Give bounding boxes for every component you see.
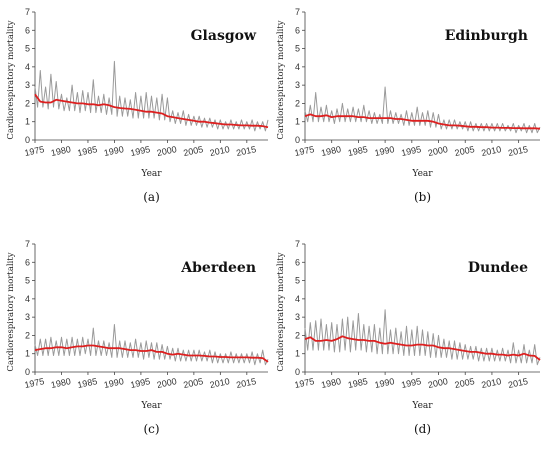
chart-title: Aberdeen bbox=[180, 260, 256, 276]
x-tick-label: 1985 bbox=[347, 144, 369, 158]
series-line-monthly bbox=[304, 86, 541, 134]
x-tick-label: 2010 bbox=[209, 144, 231, 158]
x-tick-label: 1990 bbox=[374, 144, 396, 158]
y-tick-label: 2 bbox=[295, 330, 300, 340]
x-tick-label: 1975 bbox=[24, 144, 46, 158]
y-tick-label: 0 bbox=[25, 135, 30, 145]
series-line-smoothed bbox=[304, 335, 541, 361]
y-tick-label: 7 bbox=[25, 7, 30, 17]
y-tick-label: 3 bbox=[25, 312, 30, 322]
x-tick-label: 1995 bbox=[400, 376, 422, 390]
chart-title: Dundee bbox=[468, 260, 528, 276]
y-tick-label: 6 bbox=[25, 257, 30, 267]
x-tick-label: 2015 bbox=[235, 144, 257, 158]
y-axis-label: Cardiorespiratory mortality bbox=[6, 252, 16, 371]
y-tick-label: 1 bbox=[295, 117, 300, 127]
x-tick-label: 1980 bbox=[50, 376, 72, 390]
chart-title: Glasgow bbox=[191, 28, 257, 44]
panel-label: (c) bbox=[143, 422, 159, 436]
x-tick-label: 1975 bbox=[294, 144, 316, 158]
chart-panel-3: 0 1 2 3 4 5 6 7 1975 1980 1985 1990 1995 2000 2005 2010… bbox=[6, 239, 269, 436]
y-tick-label: 6 bbox=[25, 25, 30, 35]
panel-label: (d) bbox=[414, 422, 431, 436]
y-tick-label: 6 bbox=[295, 25, 300, 35]
x-tick-label: 2000 bbox=[427, 144, 449, 158]
series-line-smoothed bbox=[34, 344, 269, 363]
y-tick-label: 5 bbox=[25, 276, 30, 286]
x-tick-label: 1975 bbox=[24, 376, 46, 390]
x-tick-label: 2005 bbox=[182, 376, 204, 390]
y-tick-label: 3 bbox=[25, 80, 30, 90]
y-tick-label: 5 bbox=[25, 44, 30, 54]
x-tick-label: 1995 bbox=[129, 376, 151, 390]
x-tick-label: 1990 bbox=[103, 376, 125, 390]
y-tick-label: 6 bbox=[295, 257, 300, 267]
y-axis-label: Cardiorespiratory mortality bbox=[6, 20, 16, 139]
chart-title: Edinburgh bbox=[445, 28, 528, 44]
x-tick-label: 2005 bbox=[454, 376, 476, 390]
x-tick-label: 2010 bbox=[480, 376, 502, 390]
x-tick-label: 2000 bbox=[156, 144, 178, 158]
chart-panel-2: 0 1 2 3 4 5 6 7 1975 1980 1985 1990 1995 2000 2005 2010… bbox=[276, 7, 541, 204]
series-line-monthly bbox=[34, 60, 269, 132]
x-axis-label: Year bbox=[140, 169, 162, 179]
x-tick-label: 2015 bbox=[235, 376, 257, 390]
x-tick-label: 1980 bbox=[50, 144, 72, 158]
y-tick-label: 7 bbox=[25, 239, 30, 249]
y-tick-label: 2 bbox=[25, 330, 30, 340]
y-tick-label: 4 bbox=[25, 294, 30, 304]
y-axis-label: Cardiorespiratory mortality bbox=[276, 20, 286, 139]
x-axis-label: Year bbox=[140, 401, 162, 411]
chart-panel-1: 0 1 2 3 4 5 6 7 1975 1980 1985 1990 1995 2000 2005 2010… bbox=[6, 7, 269, 204]
x-tick-label: 2015 bbox=[507, 144, 529, 158]
x-tick-label: 1995 bbox=[400, 144, 422, 158]
y-tick-label: 0 bbox=[295, 367, 300, 377]
y-tick-label: 4 bbox=[25, 62, 30, 72]
y-tick-label: 2 bbox=[295, 98, 300, 108]
x-tick-label: 2000 bbox=[427, 376, 449, 390]
chart-panel-4: 0 1 2 3 4 5 6 7 1975 1980 1985 1990 1995 2000 2005 2010… bbox=[276, 239, 541, 436]
y-tick-label: 4 bbox=[295, 294, 300, 304]
x-tick-label: 1985 bbox=[76, 376, 98, 390]
x-tick-label: 2010 bbox=[209, 376, 231, 390]
y-tick-label: 5 bbox=[295, 276, 300, 286]
y-tick-label: 7 bbox=[295, 239, 300, 249]
x-tick-label: 1995 bbox=[129, 144, 151, 158]
y-tick-label: 3 bbox=[295, 80, 300, 90]
y-tick-label: 1 bbox=[25, 349, 30, 359]
x-tick-label: 1985 bbox=[347, 376, 369, 390]
x-tick-label: 2015 bbox=[507, 376, 529, 390]
series-line-monthly bbox=[304, 309, 541, 366]
y-axis-label: Cardiorespiratory mortality bbox=[276, 252, 286, 371]
x-tick-label: 2005 bbox=[182, 144, 204, 158]
y-tick-label: 7 bbox=[295, 7, 300, 17]
y-tick-label: 1 bbox=[295, 349, 300, 359]
x-tick-label: 2000 bbox=[156, 376, 178, 390]
x-tick-label: 2005 bbox=[454, 144, 476, 158]
x-tick-label: 1990 bbox=[103, 144, 125, 158]
series-line-monthly bbox=[34, 324, 269, 366]
x-axis-label: Year bbox=[411, 401, 433, 411]
x-tick-label: 1980 bbox=[320, 376, 342, 390]
x-tick-label: 2010 bbox=[480, 144, 502, 158]
y-tick-label: 2 bbox=[25, 98, 30, 108]
series-line-smoothed bbox=[34, 93, 269, 129]
panel-label: (a) bbox=[143, 190, 160, 204]
x-tick-label: 1985 bbox=[76, 144, 98, 158]
series-line-smoothed bbox=[304, 113, 541, 130]
y-tick-label: 4 bbox=[295, 62, 300, 72]
x-tick-label: 1975 bbox=[294, 376, 316, 390]
x-tick-label: 1990 bbox=[374, 376, 396, 390]
y-tick-label: 3 bbox=[295, 312, 300, 322]
y-tick-label: 0 bbox=[25, 367, 30, 377]
x-tick-label: 1980 bbox=[320, 144, 342, 158]
x-axis-label: Year bbox=[411, 169, 433, 179]
y-tick-label: 5 bbox=[295, 44, 300, 54]
panel-label: (b) bbox=[414, 190, 431, 204]
y-tick-label: 1 bbox=[25, 117, 30, 127]
y-tick-label: 0 bbox=[295, 135, 300, 145]
